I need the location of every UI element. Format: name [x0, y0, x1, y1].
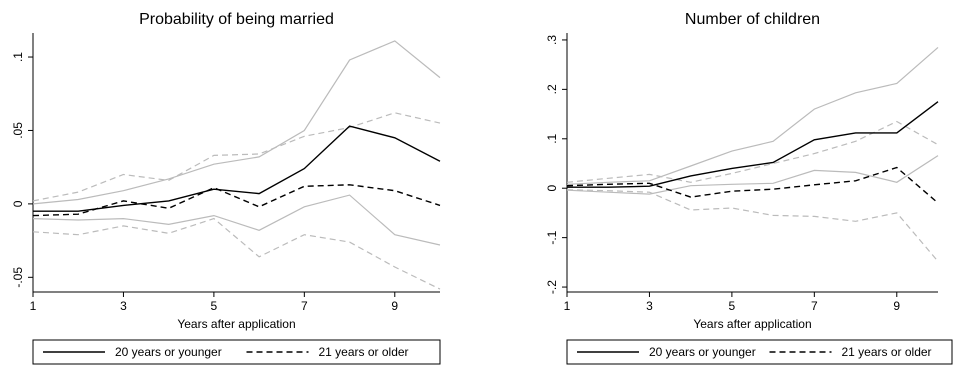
chart-panel-1: Probability of being married -.05 0 .05 .1 1 3…: [11, 11, 441, 365]
ci-line-upper-ci-younger: [32, 40, 441, 205]
legend-label: 21 years or older: [842, 345, 932, 359]
y-tick-label: .2: [545, 84, 559, 94]
y-tick-label: .3: [545, 35, 559, 45]
chart-title: Number of children: [685, 11, 820, 28]
x-tick-label: 1: [30, 299, 37, 313]
series-line-estimate-younger: [567, 101, 939, 188]
legend: 20 years or younger 21 years or older: [566, 339, 953, 365]
ci-line-upper-ci-younger: [566, 46, 939, 185]
y-tick-label: .1: [11, 52, 25, 62]
series-line-estimate-older: [566, 166, 939, 204]
y-tick-label: -.1: [545, 230, 559, 244]
legend-label: 21 years or older: [319, 345, 409, 359]
series-line-estimate-younger: [33, 125, 441, 212]
y-tick-label: 0: [545, 185, 559, 192]
x-tick-label: 5: [211, 299, 218, 313]
x-tick-label: 7: [301, 299, 308, 313]
legend-label: 20 years or younger: [649, 345, 756, 359]
ci-line-upper-ci-older: [32, 112, 441, 202]
legend: 20 years or younger 21 years or older: [32, 339, 441, 365]
x-tick-label: 9: [391, 299, 398, 313]
y-tick-label: .05: [11, 122, 25, 139]
x-tick-label: 3: [120, 299, 127, 313]
x-axis-label: Years after application: [693, 317, 811, 331]
y-tick-label: -.2: [545, 280, 559, 294]
x-axis-label: Years after application: [177, 317, 295, 331]
ci-line-upper-ci-older: [566, 120, 939, 183]
y-tick-label: .1: [545, 133, 559, 143]
x-tick-label: 5: [729, 299, 736, 313]
legend-label: 20 years or younger: [115, 345, 222, 359]
series-line-estimate-older: [32, 184, 441, 217]
chart-title: Probability of being married: [139, 11, 334, 28]
ci-line-lower-ci-younger: [566, 155, 939, 195]
y-tick-label: 0: [11, 200, 25, 207]
x-tick-label: 1: [564, 299, 571, 313]
ci-line-lower-ci-older: [566, 189, 939, 262]
x-tick-label: 7: [811, 299, 818, 313]
ci-line-lower-ci-older: [32, 217, 441, 290]
ci-line-lower-ci-younger: [32, 194, 441, 246]
y-tick-label: -.05: [11, 267, 25, 288]
chart-panel-2: Number of children -.2 -.1 0 .1 .2 .3 1 3 5 7 9 Year…: [545, 11, 953, 365]
x-tick-label: 9: [893, 299, 900, 313]
x-tick-label: 3: [646, 299, 653, 313]
